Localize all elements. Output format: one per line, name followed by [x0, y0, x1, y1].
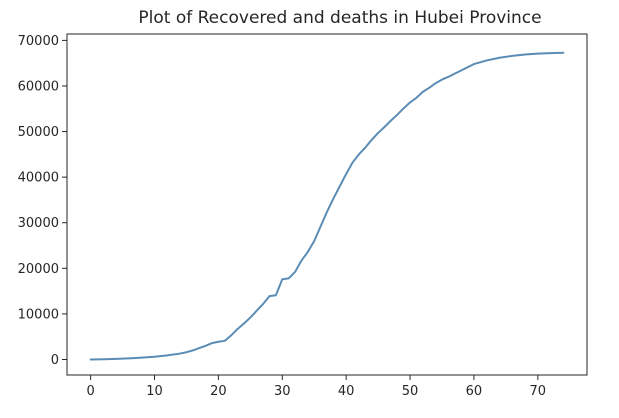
chart-title: Plot of Recovered and deaths in Hubei Pr… [138, 8, 541, 28]
y-tick-label: 40000 [18, 171, 59, 186]
series-line [89, 51, 565, 361]
x-tick-label: 30 [274, 384, 291, 399]
y-tick-label: 60000 [18, 79, 59, 94]
x-tick-label: 60 [466, 384, 483, 399]
x-tick-label: 40 [338, 384, 355, 399]
y-tick-label: 50000 [18, 125, 59, 140]
x-tick-label: 20 [210, 384, 227, 399]
axes-frame [66, 33, 588, 376]
y-tick-label: 20000 [18, 262, 59, 277]
x-tick-label: 70 [530, 384, 547, 399]
x-tick-label: 0 [86, 384, 94, 399]
tick-layer: 0 10 20 30 40 50 60 70 0 10000 20000 30000 40000 5000… [18, 34, 546, 399]
x-tick-label: 50 [402, 384, 419, 399]
y-tick-label: 30000 [18, 216, 59, 231]
x-tick-label: 10 [146, 384, 163, 399]
y-tick-label: 0 [51, 353, 59, 368]
y-tick-label: 10000 [18, 307, 59, 322]
plot-area [89, 51, 565, 361]
y-tick-label: 70000 [18, 34, 59, 49]
